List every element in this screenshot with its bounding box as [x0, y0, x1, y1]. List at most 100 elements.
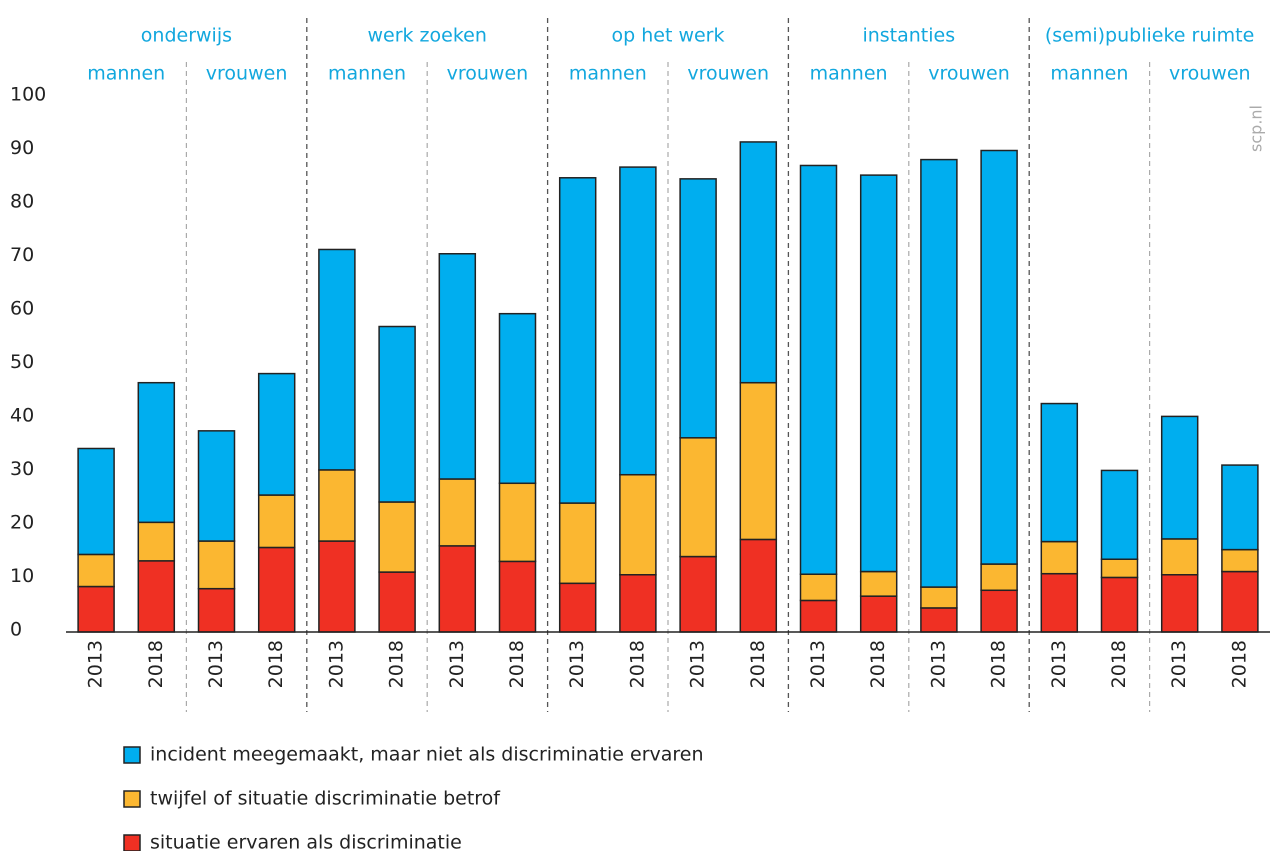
bar-segment	[739, 381, 778, 541]
x-tick-label: 2013	[566, 640, 588, 688]
bar-segment	[799, 164, 838, 575]
bar-segment	[257, 372, 296, 496]
bar-segment	[378, 501, 416, 573]
bar-segment	[1221, 548, 1259, 573]
subgroup-label: mannen	[328, 63, 406, 85]
y-tick-label: 20	[10, 512, 34, 534]
y-tick-label: 10	[10, 565, 34, 587]
legend-label: incident meegemaakt, maar niet als discr…	[150, 744, 704, 766]
bar-segment	[920, 586, 958, 609]
x-tick-label: 2018	[867, 640, 889, 688]
bar-segment	[77, 447, 115, 556]
bar-segment	[859, 174, 898, 573]
bar-segment	[318, 469, 356, 542]
x-tick-label: 2018	[506, 640, 528, 688]
bar-segment	[498, 312, 537, 485]
bar-segment	[498, 560, 537, 633]
bar-segment	[1100, 469, 1139, 560]
x-tick-label: 2018	[747, 640, 769, 688]
bar-segment	[438, 478, 477, 547]
x-tick-label: 2013	[85, 640, 107, 688]
bar-segment	[197, 540, 236, 590]
bar-segment	[197, 587, 236, 633]
bar-segment	[318, 540, 356, 633]
group-label: onderwijs	[141, 25, 232, 47]
subgroup-label: mannen	[569, 63, 647, 85]
subgroup-label: mannen	[87, 63, 165, 85]
bar-segment	[1040, 572, 1079, 633]
bar-segment	[679, 555, 717, 633]
y-tick-label: 90	[10, 137, 34, 159]
legend-label: twijfel of situatie discriminatie betrof	[150, 788, 501, 810]
bar-segment	[1100, 576, 1139, 633]
bar-segment	[1221, 570, 1259, 633]
bar-segment	[1221, 464, 1259, 551]
bar-segment	[77, 553, 115, 588]
x-tick-label: 2013	[687, 640, 709, 688]
bar-segment	[558, 177, 597, 504]
group-label: instanties	[862, 25, 955, 47]
bar-segment	[137, 381, 176, 524]
bar-segment	[980, 589, 1018, 633]
bar-segment	[1040, 540, 1079, 575]
bar-segment	[1100, 558, 1139, 579]
bar-segment	[257, 546, 296, 633]
bar-segment	[137, 521, 176, 562]
bar-segment	[799, 599, 838, 633]
subgroup-label: mannen	[1050, 63, 1128, 85]
bar-segment	[378, 571, 416, 633]
bar-segment	[1160, 415, 1199, 540]
x-tick-label: 2018	[145, 640, 167, 688]
bar-segment	[980, 149, 1018, 565]
x-tick-label: 2013	[446, 640, 468, 688]
subgroup-label: vrouwen	[928, 63, 1010, 85]
x-tick-label: 2018	[626, 640, 648, 688]
bar-segment	[920, 158, 958, 588]
y-tick-label: 80	[10, 191, 34, 213]
y-tick-label: 70	[10, 244, 34, 266]
x-tick-label: 2018	[988, 640, 1010, 688]
bar-segment	[739, 538, 778, 633]
bar-segment	[498, 482, 537, 563]
legend-swatch	[123, 746, 141, 764]
x-tick-label: 2013	[205, 640, 227, 688]
x-tick-label: 2018	[265, 640, 287, 688]
legend-swatch	[123, 834, 141, 851]
x-tick-label: 2013	[927, 640, 949, 688]
bar-segment	[980, 563, 1018, 592]
bar-segment	[859, 570, 898, 597]
bar-segment	[558, 582, 597, 633]
x-tick-label: 2018	[386, 640, 408, 688]
bar-segment	[197, 430, 236, 542]
bar-segment	[257, 494, 296, 549]
bar-segment	[619, 166, 657, 476]
bar-segment	[619, 574, 657, 633]
y-tick-label: 60	[10, 298, 34, 320]
bar-segment	[438, 545, 477, 633]
y-tick-label: 50	[10, 351, 34, 373]
y-tick-label: 0	[10, 619, 22, 641]
bar-segment	[438, 253, 477, 480]
bar-segment	[1160, 538, 1199, 576]
x-tick-label: 2013	[325, 640, 347, 688]
x-tick-label: 2018	[1108, 640, 1130, 688]
bar-segment	[739, 141, 778, 384]
x-tick-label: 2013	[1168, 640, 1190, 688]
legend-label: situatie ervaren als discriminatie	[150, 832, 462, 851]
subgroup-label: vrouwen	[687, 63, 769, 85]
y-tick-label: 100	[10, 84, 46, 106]
bar-segment	[619, 473, 657, 576]
bar-segment	[859, 595, 898, 633]
subgroup-label: vrouwen	[206, 63, 288, 85]
x-tick-label: 2013	[807, 640, 829, 688]
bar-segment	[1040, 402, 1079, 543]
bar-segment	[679, 437, 717, 558]
group-label: werk zoeken	[367, 25, 486, 47]
subgroup-label: mannen	[810, 63, 888, 85]
subgroup-label: vrouwen	[1169, 63, 1251, 85]
group-label: (semi)publieke ruimte	[1045, 25, 1254, 47]
subgroup-label: vrouwen	[447, 63, 529, 85]
y-tick-label: 40	[10, 405, 34, 427]
bar-segment	[799, 573, 838, 602]
bar-segment	[1160, 574, 1199, 633]
